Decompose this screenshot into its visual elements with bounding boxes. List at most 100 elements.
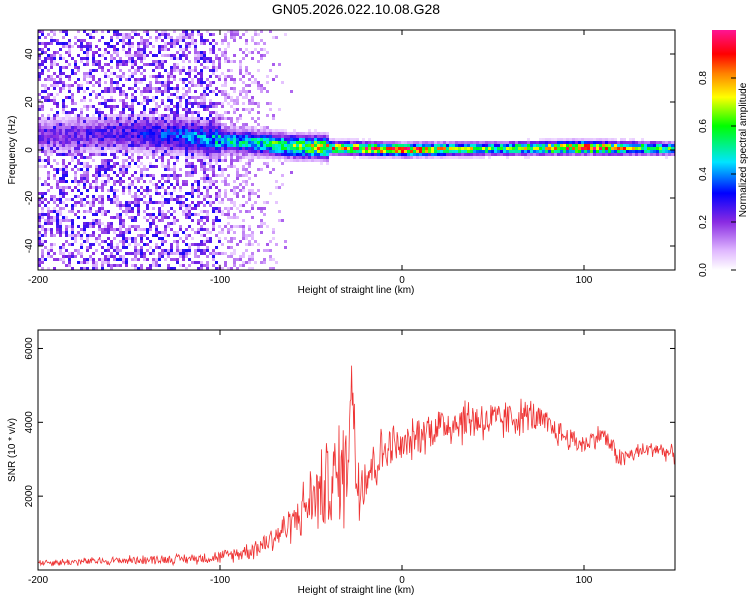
spectrogram-cell (245, 249, 248, 252)
spectrogram-cell (41, 234, 44, 237)
spectrogram-cell (236, 102, 239, 105)
spectrogram-cell (188, 243, 191, 246)
spectrogram-cell (95, 147, 98, 150)
spectrogram-cell (146, 219, 149, 222)
spectrogram-cell (167, 192, 170, 195)
spectrogram-cell (53, 99, 56, 102)
spectrogram-cell (269, 255, 272, 258)
spectrogram-cell (173, 141, 176, 144)
spectrogram-cell (86, 177, 89, 180)
spectrogram-cell (179, 114, 182, 117)
spectrogram-cell (185, 99, 188, 102)
spectrogram-cell (86, 240, 89, 243)
spectrogram-cell (230, 96, 233, 99)
spectrogram-cell (227, 147, 230, 150)
spectrogram-cell (152, 135, 155, 138)
spectrogram-cell (239, 174, 242, 177)
spectrogram-cell (170, 195, 173, 198)
spectrogram-cell (95, 267, 98, 270)
spectrogram-cell (191, 165, 194, 168)
spectrogram-cell (221, 171, 224, 174)
spectrogram-cell (95, 93, 98, 96)
spectrogram-cell (191, 78, 194, 81)
spectrogram-cell (125, 240, 128, 243)
spectrogram-cell (140, 198, 143, 201)
spectrogram-cell (248, 132, 251, 135)
spectrogram-cell (635, 147, 638, 150)
spectrogram-cell (485, 144, 488, 147)
spectrogram-cell (140, 90, 143, 93)
spectrogram-cell (179, 132, 182, 135)
spectrogram-cell (170, 156, 173, 159)
spectrogram-cell (134, 78, 137, 81)
x-tick-label: -200 (28, 575, 48, 586)
spectrogram-cell (116, 180, 119, 183)
spectrogram-cell (200, 138, 203, 141)
spectrogram-cell (266, 201, 269, 204)
spectrogram-cell (122, 105, 125, 108)
spectrogram-cell (80, 42, 83, 45)
spectrogram-cell (233, 192, 236, 195)
spectrogram-cell (152, 213, 155, 216)
spectrogram-cell (197, 231, 200, 234)
spectrogram-cell (161, 213, 164, 216)
spectrogram-cell (161, 129, 164, 132)
spectrogram-cell (320, 141, 323, 144)
spectrogram-cell (200, 120, 203, 123)
spectrogram-cell (164, 33, 167, 36)
spectrogram-cell (407, 141, 410, 144)
spectrogram-cell (92, 117, 95, 120)
spectrogram-cell (332, 147, 335, 150)
spectrogram-cell (86, 147, 89, 150)
spectrogram-cell (194, 45, 197, 48)
spectrogram-cell (62, 81, 65, 84)
spectrogram-cell (185, 135, 188, 138)
spectrogram-cell (569, 138, 572, 141)
spectrogram-cell (440, 144, 443, 147)
spectrogram-cell (62, 117, 65, 120)
spectrogram-cell (470, 144, 473, 147)
spectrogram-cell (197, 222, 200, 225)
spectrogram-cell (176, 150, 179, 153)
spectrogram-cell (296, 144, 299, 147)
spectrogram-cell (326, 156, 329, 159)
spectrogram-cell (110, 159, 113, 162)
spectrogram-cell (224, 123, 227, 126)
spectrogram-cell (164, 45, 167, 48)
spectrogram-cell (272, 144, 275, 147)
spectrogram-cell (47, 33, 50, 36)
spectrogram-cell (167, 267, 170, 270)
spectrogram-cell (128, 126, 131, 129)
spectrogram-cell (158, 138, 161, 141)
spectrogram-cell (545, 150, 548, 153)
spectrogram-cell (62, 252, 65, 255)
spectrogram-cell (425, 144, 428, 147)
spectrogram-cell (137, 201, 140, 204)
spectrogram-cell (47, 219, 50, 222)
spectrogram-cell (152, 144, 155, 147)
spectrogram-cell (275, 201, 278, 204)
spectrogram-cell (206, 141, 209, 144)
spectrogram-cell (125, 201, 128, 204)
spectrogram-cell (281, 132, 284, 135)
spectrogram-cell (113, 33, 116, 36)
spectrogram-cell (164, 132, 167, 135)
spectrogram-cell (83, 183, 86, 186)
spectrogram-cell (119, 69, 122, 72)
spectrogram-cell (314, 129, 317, 132)
spectrogram-cell (71, 96, 74, 99)
spectrogram-cell (53, 174, 56, 177)
spectrogram-cell (218, 141, 221, 144)
spectrogram-cell (95, 111, 98, 114)
spectrogram-cell (41, 228, 44, 231)
spectrogram-cell (413, 144, 416, 147)
spectrogram-cell (185, 57, 188, 60)
spectrogram-cell (260, 150, 263, 153)
spectrogram-cell (125, 42, 128, 45)
spectrogram-cell (161, 204, 164, 207)
spectrogram-cell (473, 141, 476, 144)
spectrogram-cell (551, 141, 554, 144)
spectrogram-cell (41, 84, 44, 87)
spectrogram-cell (158, 114, 161, 117)
spectrogram-cell (50, 216, 53, 219)
